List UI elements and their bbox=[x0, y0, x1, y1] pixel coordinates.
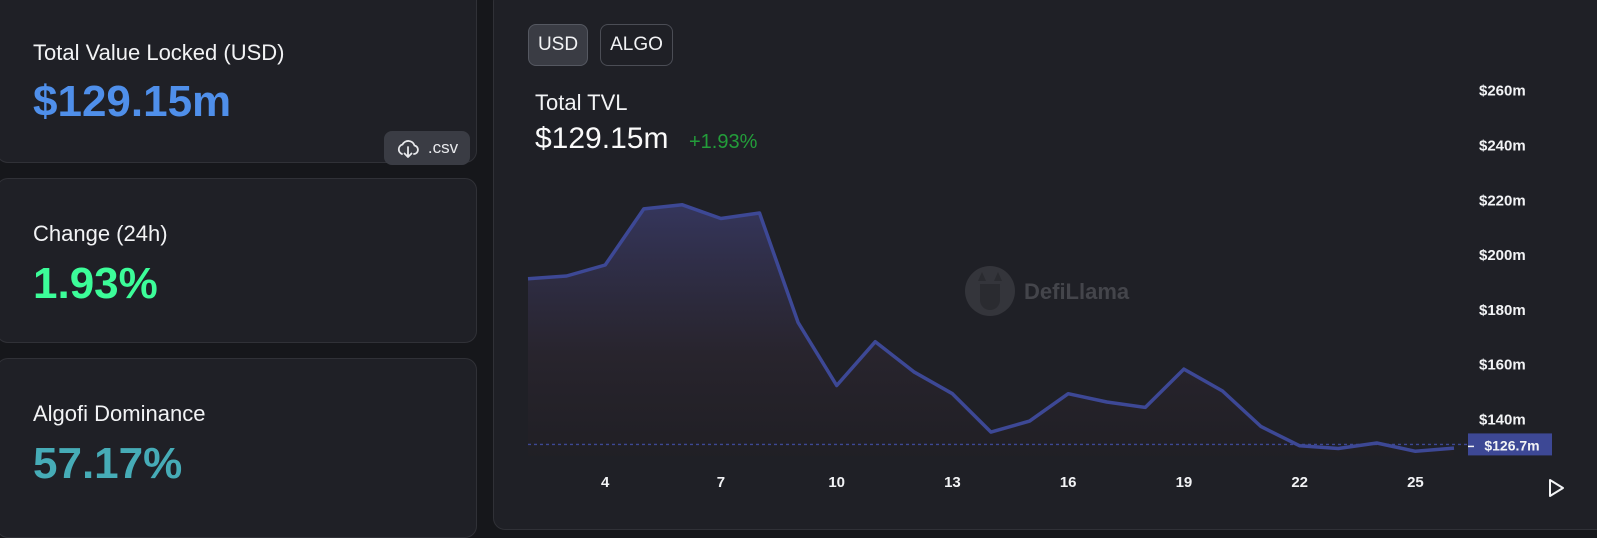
dominance-label: Algofi Dominance bbox=[33, 401, 206, 426]
tvl-value: $129.15m bbox=[33, 77, 232, 126]
x-tick-label: 25 bbox=[1407, 474, 1424, 491]
x-tick-label: 13 bbox=[944, 474, 961, 491]
x-tick-label: 19 bbox=[1176, 474, 1193, 491]
x-tick-label: 7 bbox=[717, 474, 725, 491]
play-icon[interactable] bbox=[1544, 476, 1568, 500]
current-value-badge bbox=[1468, 433, 1552, 456]
watermark-text: DefiLlama bbox=[1024, 279, 1130, 304]
tvl-card: Total Value Locked (USD) $129.15m bbox=[0, 0, 477, 163]
y-tick-label: $160m bbox=[1479, 357, 1526, 374]
x-tick-label: 4 bbox=[601, 474, 610, 491]
watermark: DefiLlama bbox=[965, 266, 1130, 316]
toggle-algo[interactable]: ALGO bbox=[600, 24, 673, 66]
tvl-series-line bbox=[527, 203, 1455, 454]
chart-amount: $129.15m bbox=[535, 122, 669, 155]
toggle-usd[interactable]: USD bbox=[528, 24, 588, 66]
x-tick-label: 16 bbox=[1060, 474, 1077, 491]
y-tick-label: $220m bbox=[1479, 192, 1526, 209]
x-tick-label: 10 bbox=[828, 474, 845, 491]
tvl-area bbox=[528, 204, 1454, 456]
y-tick-label: $260m bbox=[1479, 83, 1526, 100]
download-csv-button[interactable]: .csv bbox=[384, 131, 470, 165]
change-value: 1.93% bbox=[33, 259, 158, 308]
y-tick-label: $140m bbox=[1479, 411, 1526, 428]
change-label: Change (24h) bbox=[33, 221, 168, 246]
dominance-card: Algofi Dominance 57.17% bbox=[0, 358, 477, 538]
change-card: Change (24h) 1.93% bbox=[0, 178, 477, 343]
current-value-label: $126.7m bbox=[1484, 437, 1539, 453]
cloud-download-icon bbox=[397, 140, 419, 158]
chart-title: Total TVL bbox=[535, 90, 628, 115]
tvl-chart[interactable]: DefiLlama $126.7m $140m $160m $180m $200m $2… bbox=[0, 0, 1597, 516]
x-tick-label: 22 bbox=[1291, 474, 1308, 491]
y-tick-label: $240m bbox=[1479, 138, 1526, 155]
csv-label: .csv bbox=[427, 138, 459, 157]
tvl-label: Total Value Locked (USD) bbox=[33, 40, 285, 65]
dominance-value: 57.17% bbox=[33, 439, 183, 488]
y-tick-label: $200m bbox=[1479, 247, 1526, 264]
y-tick-label: $180m bbox=[1479, 302, 1526, 319]
chart-change: +1.93% bbox=[689, 131, 758, 153]
